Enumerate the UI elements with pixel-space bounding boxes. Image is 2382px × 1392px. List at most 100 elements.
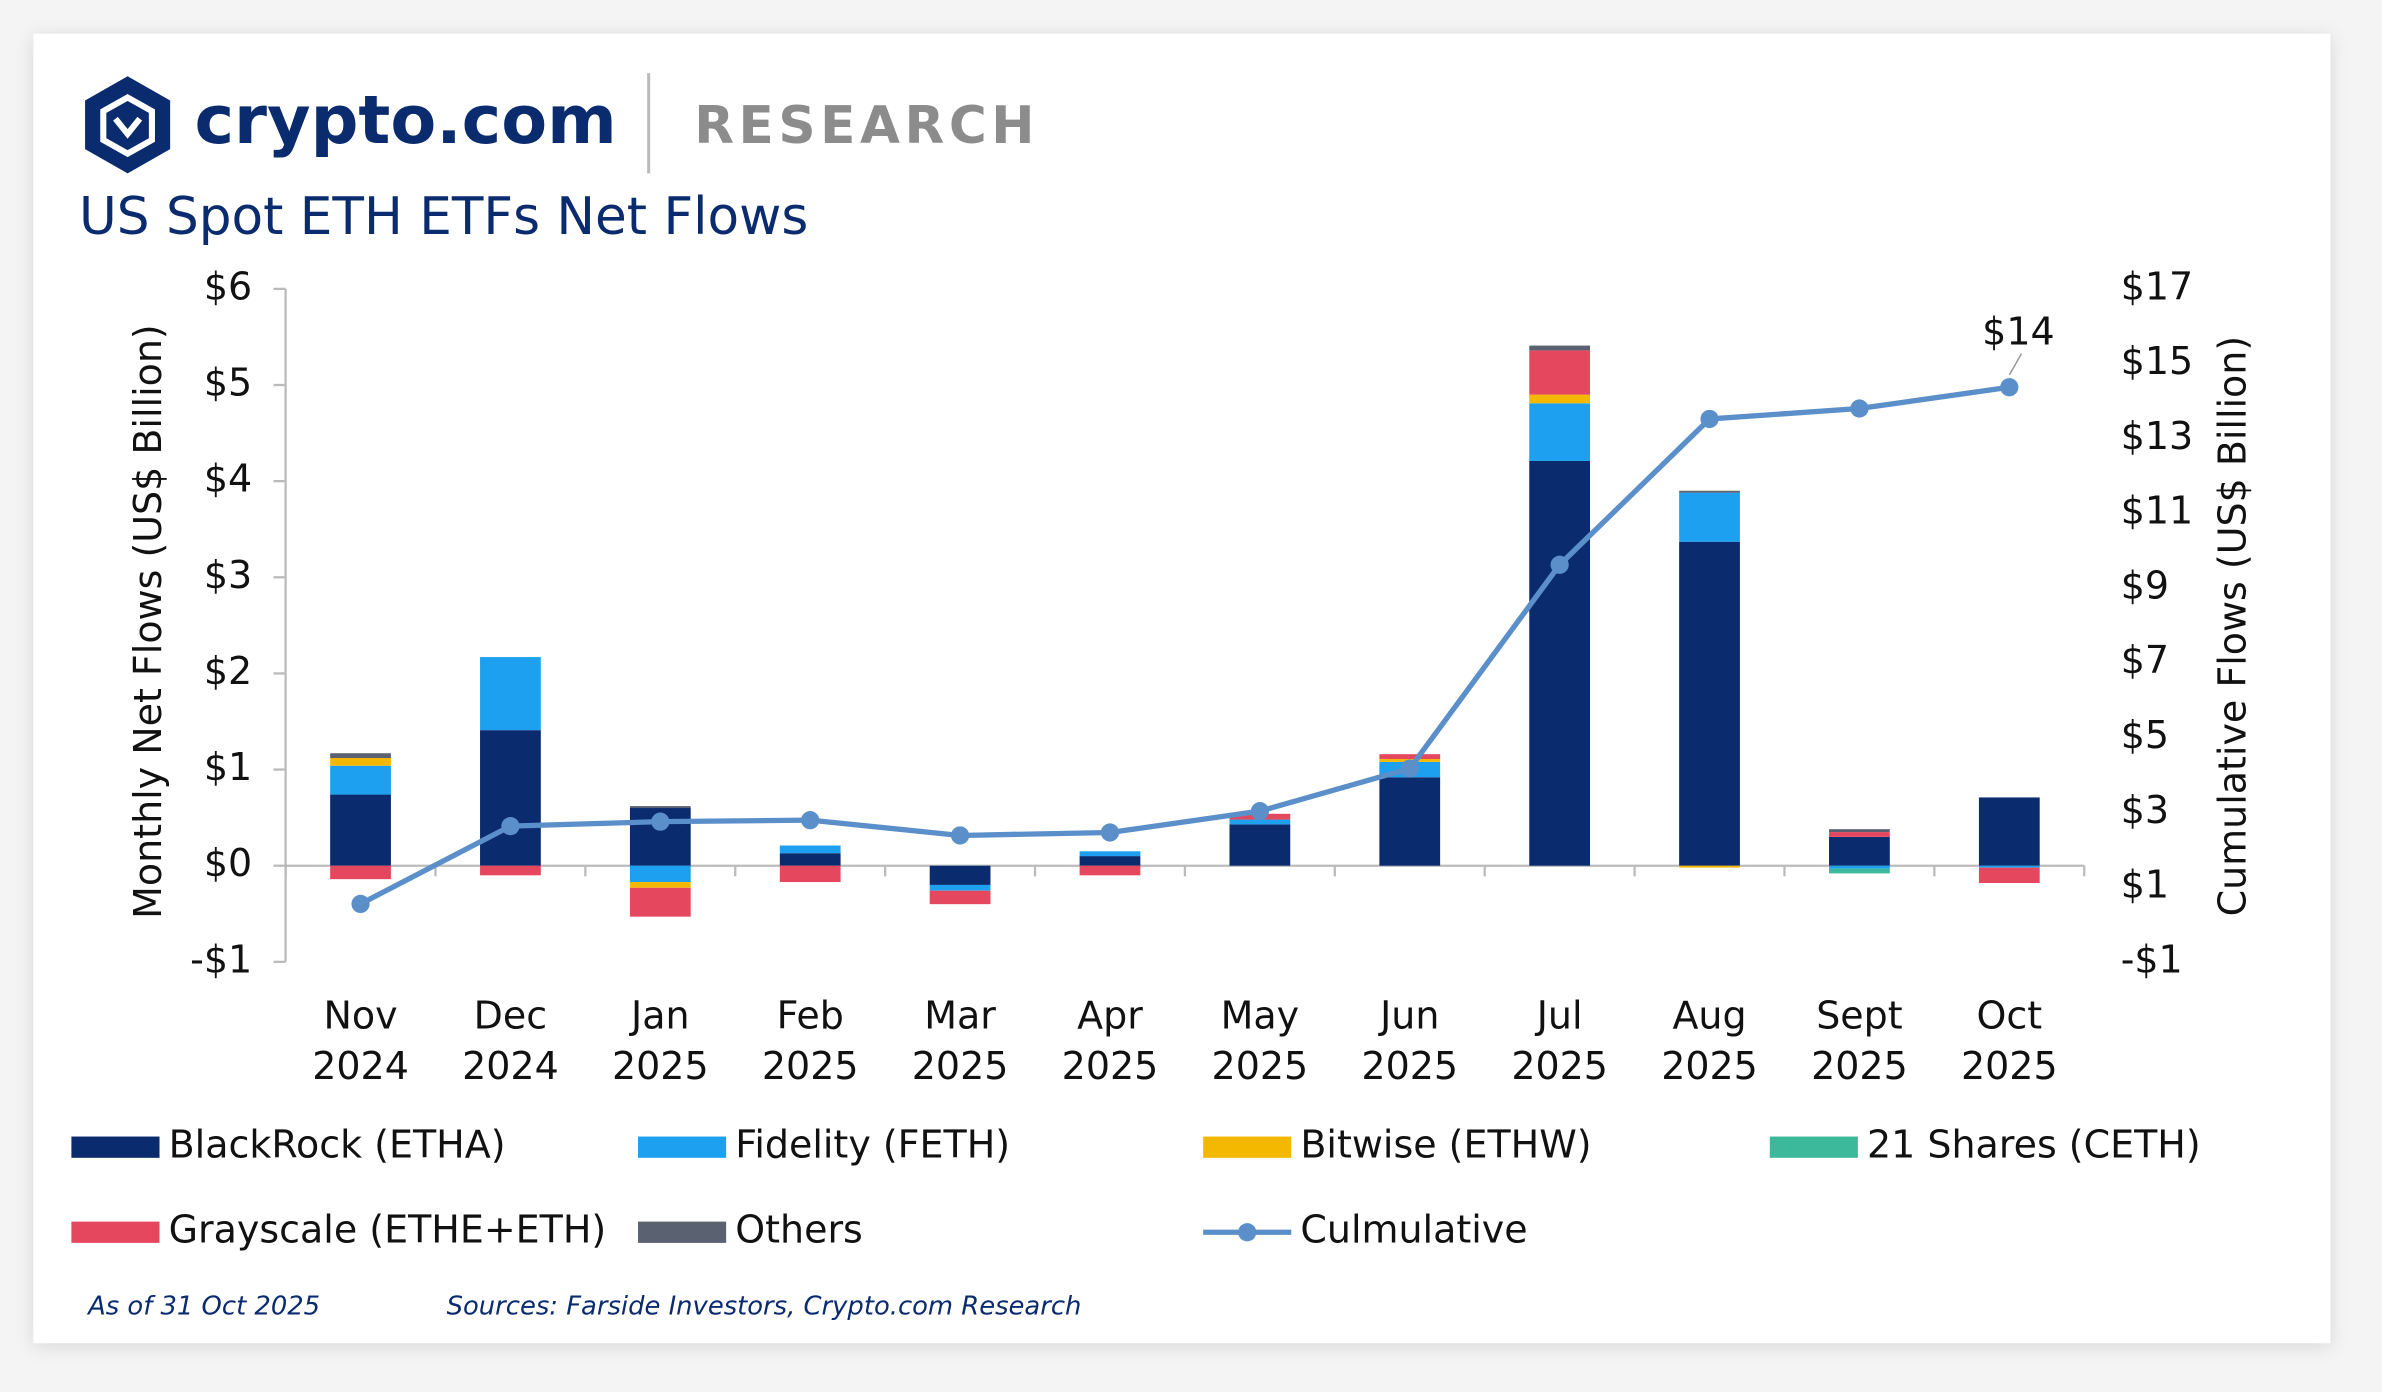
y-tick-label: $4 (204, 457, 252, 501)
legend-swatch (1238, 1223, 1257, 1242)
line-point (1850, 399, 1869, 418)
legend-label: Bitwise (ETHW) (1300, 1123, 1591, 1167)
line-point (801, 811, 820, 830)
brand: crypto.com (194, 81, 616, 159)
bar-segment (779, 865, 841, 883)
bar-segment (330, 865, 391, 880)
x-tick-label: 2025 (1062, 1044, 1159, 1088)
bar-segment (1978, 867, 2040, 884)
bar-segment (330, 794, 391, 866)
label-leader (2008, 353, 2023, 376)
bar-segment (1529, 460, 1591, 866)
legend-label: BlackRock (ETHA) (169, 1123, 506, 1167)
bar-segment (779, 845, 841, 854)
bar-segment (629, 806, 691, 809)
y-tick-label: $2 (204, 649, 252, 693)
legend-swatch (638, 1221, 727, 1243)
x-tick-label: Dec (474, 994, 547, 1038)
bar-segment (1529, 350, 1591, 395)
x-tick-label: Apr (1077, 994, 1143, 1038)
y2-axis-title: Cumulative Flows (US$ Billion) (2210, 336, 2254, 917)
bar-segment (1529, 345, 1591, 351)
line-point (2000, 378, 2019, 397)
bar-segment (1679, 490, 1740, 493)
y2-tick-label: $13 (2121, 414, 2193, 458)
y2-tick-label: $11 (2121, 489, 2193, 533)
logo (85, 76, 171, 174)
bar-segment (1379, 777, 1441, 866)
bar-segment (1679, 865, 1740, 868)
bar-segment (1229, 819, 1291, 825)
bar-segment (1379, 754, 1441, 759)
line-point (1100, 823, 1120, 842)
bar-segment (480, 657, 541, 731)
y2-tick-label: $3 (2121, 788, 2169, 832)
bar-segment (1529, 403, 1591, 461)
y2-tick-label: $17 (2121, 264, 2193, 308)
bar-segment (1529, 394, 1591, 404)
bar-segment (480, 730, 541, 866)
line-point (1700, 409, 1719, 429)
y-tick-label: $3 (204, 553, 252, 597)
bar-segment (1079, 851, 1141, 857)
bar-segment (929, 865, 991, 885)
legend-swatch (71, 1136, 160, 1158)
x-tick-label: 2025 (1811, 1044, 1908, 1088)
x-tick-label: Oct (1976, 994, 2042, 1038)
x-tick-label: Jul (1535, 994, 1583, 1038)
legend-swatch (1203, 1136, 1292, 1158)
y2-tick-label: $5 (2121, 713, 2169, 757)
bar-segment (929, 884, 991, 891)
bar-segment (1829, 868, 1890, 874)
bar-segment (1829, 829, 1890, 833)
bar-segment (330, 758, 391, 766)
legend-swatch (71, 1221, 160, 1243)
bar-segment (330, 765, 391, 795)
bar-segment (1229, 824, 1291, 866)
bar-segment (1679, 492, 1740, 542)
bar-segment (480, 865, 541, 876)
line-point (1250, 802, 1269, 821)
bar-segment (1079, 856, 1141, 866)
legend-label: Fidelity (FETH) (735, 1123, 1010, 1167)
line-point (1400, 759, 1419, 778)
bar-segment (1829, 836, 1890, 866)
bar-segment (1978, 865, 2040, 868)
x-tick-label: 2025 (1511, 1044, 1608, 1088)
y-tick-label: $1 (204, 745, 252, 789)
line-point (501, 817, 520, 836)
note: As of 31 Oct 2025 (86, 1291, 320, 1321)
y-tick-label: $5 (204, 361, 252, 405)
x-tick-label: 2024 (462, 1044, 559, 1088)
legend-swatch (1769, 1136, 1858, 1158)
line-point (1550, 555, 1569, 574)
y2-tick-label: $9 (2121, 563, 2169, 607)
bar-segment (929, 890, 991, 905)
data-label: $14 (1982, 310, 2054, 354)
legend-label: Grayscale (ETHE+ETH) (169, 1208, 607, 1252)
y-tick-label: -$1 (190, 937, 252, 981)
x-tick-label: May (1221, 994, 1300, 1038)
y2-tick-label: $7 (2121, 638, 2169, 682)
legend-label: Culmulative (1300, 1208, 1527, 1252)
x-tick-label: 2024 (312, 1044, 409, 1088)
bar-segment (629, 865, 691, 883)
bar-segment (629, 882, 691, 888)
x-tick-label: Jan (629, 994, 690, 1038)
note: Sources: Farside Investors, Crypto.com R… (447, 1291, 1082, 1321)
line-point (950, 826, 970, 845)
x-tick-label: Jun (1378, 994, 1439, 1038)
legend-swatch (638, 1136, 727, 1158)
x-tick-label: 2025 (1361, 1044, 1458, 1088)
bar-segment (779, 853, 841, 866)
y2-tick-label: $1 (2121, 863, 2169, 907)
x-tick-label: 2025 (1661, 1044, 1758, 1088)
bar-segment (1829, 865, 1890, 869)
legend-label: 21 Shares (CETH) (1867, 1123, 2201, 1167)
y2-tick-label: $15 (2121, 339, 2193, 383)
x-tick-label: Mar (924, 994, 996, 1038)
x-tick-label: 2025 (762, 1044, 859, 1088)
bar-segment (629, 887, 691, 917)
line (359, 384, 2010, 907)
